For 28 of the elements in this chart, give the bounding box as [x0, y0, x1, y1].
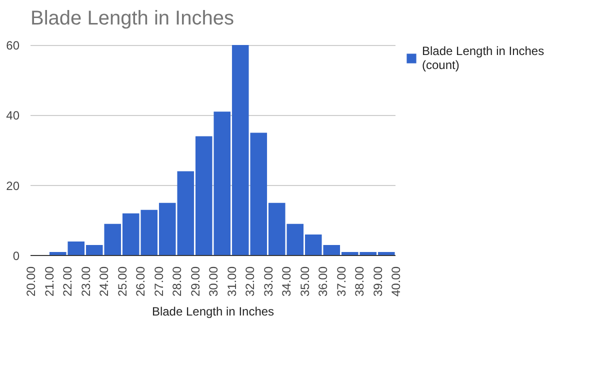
x-tick-label: 37.00 [334, 266, 348, 297]
x-tick-label: 27.00 [152, 266, 166, 297]
x-tick-label: 30.00 [206, 266, 220, 297]
chart-title: Blade Length in Inches [30, 8, 234, 30]
x-tick-label: 38.00 [352, 266, 366, 297]
y-tick-label: 40 [6, 108, 20, 123]
y-tick-label: 60 [6, 38, 20, 53]
x-tick-label: 40.00 [389, 266, 403, 297]
x-tick-label: 26.00 [134, 266, 148, 297]
y-tick-label: 0 [12, 249, 20, 263]
x-tick-label: 23.00 [78, 266, 93, 297]
x-tick-label: 33.00 [261, 266, 276, 297]
x-tick-label: 22.00 [60, 266, 74, 297]
x-tick-label: 35.00 [298, 266, 312, 297]
x-tick-label: 28.00 [170, 266, 184, 297]
x-axis-title: Blade Length in Inches [152, 304, 274, 319]
legend-label: Blade Length in Inches (count) [422, 44, 544, 72]
x-tick-label: 31.00 [224, 266, 239, 297]
x-tick-label: 36.00 [316, 266, 330, 297]
x-tick-label: 39.00 [370, 266, 385, 297]
y-tick-label: 20 [6, 178, 20, 193]
x-tick-label: 24.00 [97, 266, 111, 297]
x-tick-label: 25.00 [115, 266, 130, 297]
x-tick-label: 20.00 [24, 266, 38, 297]
x-tick-label: 29.00 [188, 266, 202, 297]
x-tick-label: 21.00 [42, 266, 56, 297]
x-tick-label: 34.00 [280, 266, 294, 297]
x-tick-label: 32.00 [243, 266, 257, 297]
